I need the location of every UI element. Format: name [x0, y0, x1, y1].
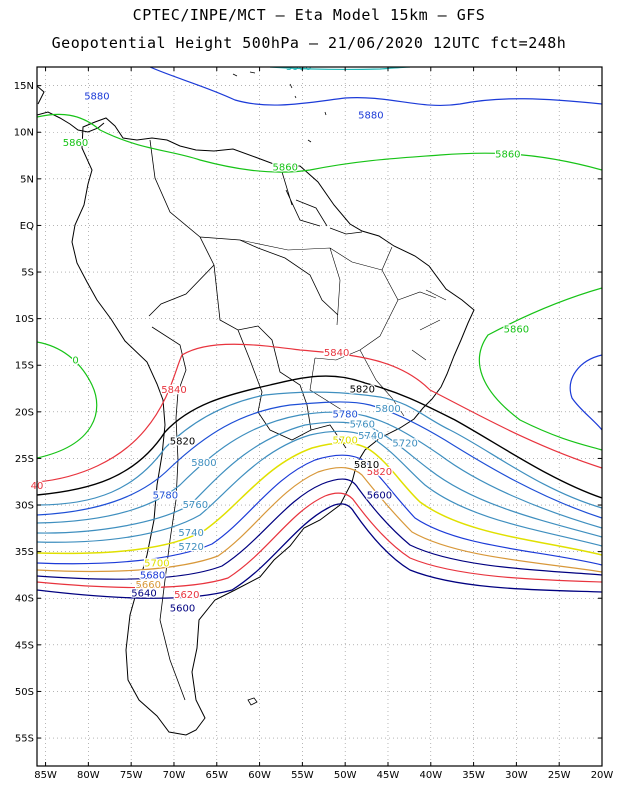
- contour-label-5860: 5860: [273, 162, 298, 173]
- contour-5720: [37, 430, 602, 547]
- contour-label-5820: 5810: [354, 460, 379, 471]
- coastline-layer: [37, 71, 475, 736]
- lat-tick-label: 50S: [15, 687, 34, 698]
- lat-tick-label: 15N: [14, 81, 34, 92]
- contour-label-5880: 5880: [358, 110, 383, 121]
- lon-tick-label: 75W: [120, 770, 143, 781]
- contour-label-5600: 5600: [170, 603, 195, 614]
- lat-tick-label: 45S: [15, 640, 34, 651]
- contour-label-5820: 5820: [350, 384, 375, 395]
- south-america-coastline: [71, 117, 475, 736]
- map-frame: [36, 66, 603, 767]
- lon-tick-label: 35W: [462, 770, 485, 781]
- contour-label-5740: 5740: [358, 431, 383, 442]
- contour-5680: [37, 454, 602, 566]
- contour-label-5660: 5660: [136, 580, 161, 591]
- contour-5640: [37, 478, 602, 580]
- contour-label-5800: 5800: [375, 404, 400, 415]
- lon-tick-label: 85W: [34, 770, 57, 781]
- contour-label-5680: 5680: [140, 571, 165, 582]
- state-borders: [239, 239, 447, 417]
- contour-5780: [37, 401, 602, 519]
- lon-tick-label: 30W: [505, 770, 528, 781]
- contour-label-5900-partial: 5900: [286, 62, 311, 73]
- contour-label-5840: 5840: [161, 385, 186, 396]
- axis-ticks: 15N 10N 5N EQ 5S 10S 15S 20S 25S 30S 35S 40S 45S 50S 5…: [14, 67, 614, 781]
- contour-label-5840: 5840: [324, 348, 349, 359]
- lat-tick-label: 25S: [15, 454, 34, 465]
- contour-5700: [37, 442, 602, 556]
- lon-tick-label: 60W: [248, 770, 271, 781]
- contour-label-5720: 5720: [392, 438, 417, 449]
- gridlines: [37, 67, 603, 766]
- contour-label-5720: 5720: [178, 542, 203, 553]
- contour-5860: [37, 113, 602, 173]
- lon-tick-label: 55W: [291, 770, 314, 781]
- contour-label-5740: 5740: [178, 528, 203, 539]
- lat-tick-label: 35S: [15, 547, 34, 558]
- lon-tick-label: 50W: [334, 770, 357, 781]
- contour-5880: [149, 67, 602, 107]
- lat-tick-label: 20S: [15, 407, 34, 418]
- contour-label-5860: 0: [72, 355, 78, 366]
- lat-tick-label: 10S: [15, 314, 34, 325]
- lat-tick-label: 5N: [20, 174, 34, 185]
- lat-tick-label: 10N: [14, 128, 34, 139]
- contour-layer: 5900: [37, 62, 602, 599]
- contour-label-5640: 5640: [131, 588, 156, 599]
- contour-label-5700: 5700: [144, 559, 169, 570]
- contour-5820: [37, 375, 602, 499]
- contour-label-5800: 5800: [191, 458, 216, 469]
- country-borders: [148, 139, 363, 701]
- contour-5860-west: [37, 341, 98, 459]
- contour-5660: [37, 466, 602, 573]
- contour-label-5860: 5860: [504, 325, 529, 336]
- lat-tick-label: 5S: [21, 268, 34, 279]
- lon-tick-label: 20W: [591, 770, 614, 781]
- contour-5620: [37, 492, 602, 589]
- lon-tick-label: 80W: [77, 770, 100, 781]
- lat-tick-label: EQ: [20, 221, 34, 232]
- contour-5760: [37, 411, 602, 529]
- contour-label-5860: 5860: [63, 138, 88, 149]
- contour-label-5780: 5780: [332, 409, 357, 420]
- lat-tick-label: 40S: [15, 594, 34, 605]
- lon-tick-label: 25W: [548, 770, 571, 781]
- contour-label-5840: 5620: [174, 590, 199, 601]
- lat-tick-label: 15S: [15, 361, 34, 372]
- contour-label-5820: 5820: [170, 436, 195, 447]
- contour-label-5840: 5820: [367, 467, 392, 478]
- contour-label-5880: 5880: [84, 92, 109, 103]
- contour-5800: [37, 391, 602, 509]
- map-title-line1: CPTEC/INPE/MCT – Eta Model 15km – GFS: [132, 6, 486, 24]
- contour-5880-east: [569, 354, 602, 431]
- falkland-islands: [247, 697, 258, 706]
- lon-tick-label: 70W: [163, 770, 186, 781]
- contour-5860-east: [478, 287, 602, 451]
- lat-tick-label: 30S: [15, 501, 34, 512]
- contour-labels: 5880588058605860586058600584058404058205…: [29, 90, 530, 615]
- contour-label-5780: 5780: [153, 491, 178, 502]
- lon-tick-label: 45W: [377, 770, 400, 781]
- lat-tick-label: 55S: [15, 734, 34, 745]
- contour-label-5700: 5700: [332, 436, 357, 447]
- contour-5600: [37, 503, 602, 599]
- contour-5840: [37, 343, 602, 483]
- contour-5740: [37, 421, 602, 538]
- map-title-line2: Geopotential Height 500hPa – 21/06/2020 …: [51, 34, 567, 52]
- lon-tick-label: 40W: [419, 770, 442, 781]
- contour-label-5760: 5760: [183, 500, 208, 511]
- lon-tick-label: 65W: [205, 770, 228, 781]
- contour-label-5860: 5860: [495, 149, 520, 160]
- caribbean-islands: [232, 71, 327, 143]
- contour-label-5760: 5760: [350, 420, 375, 431]
- central-america-coastline: [37, 85, 105, 133]
- contour-label-5600: 5600: [367, 491, 392, 502]
